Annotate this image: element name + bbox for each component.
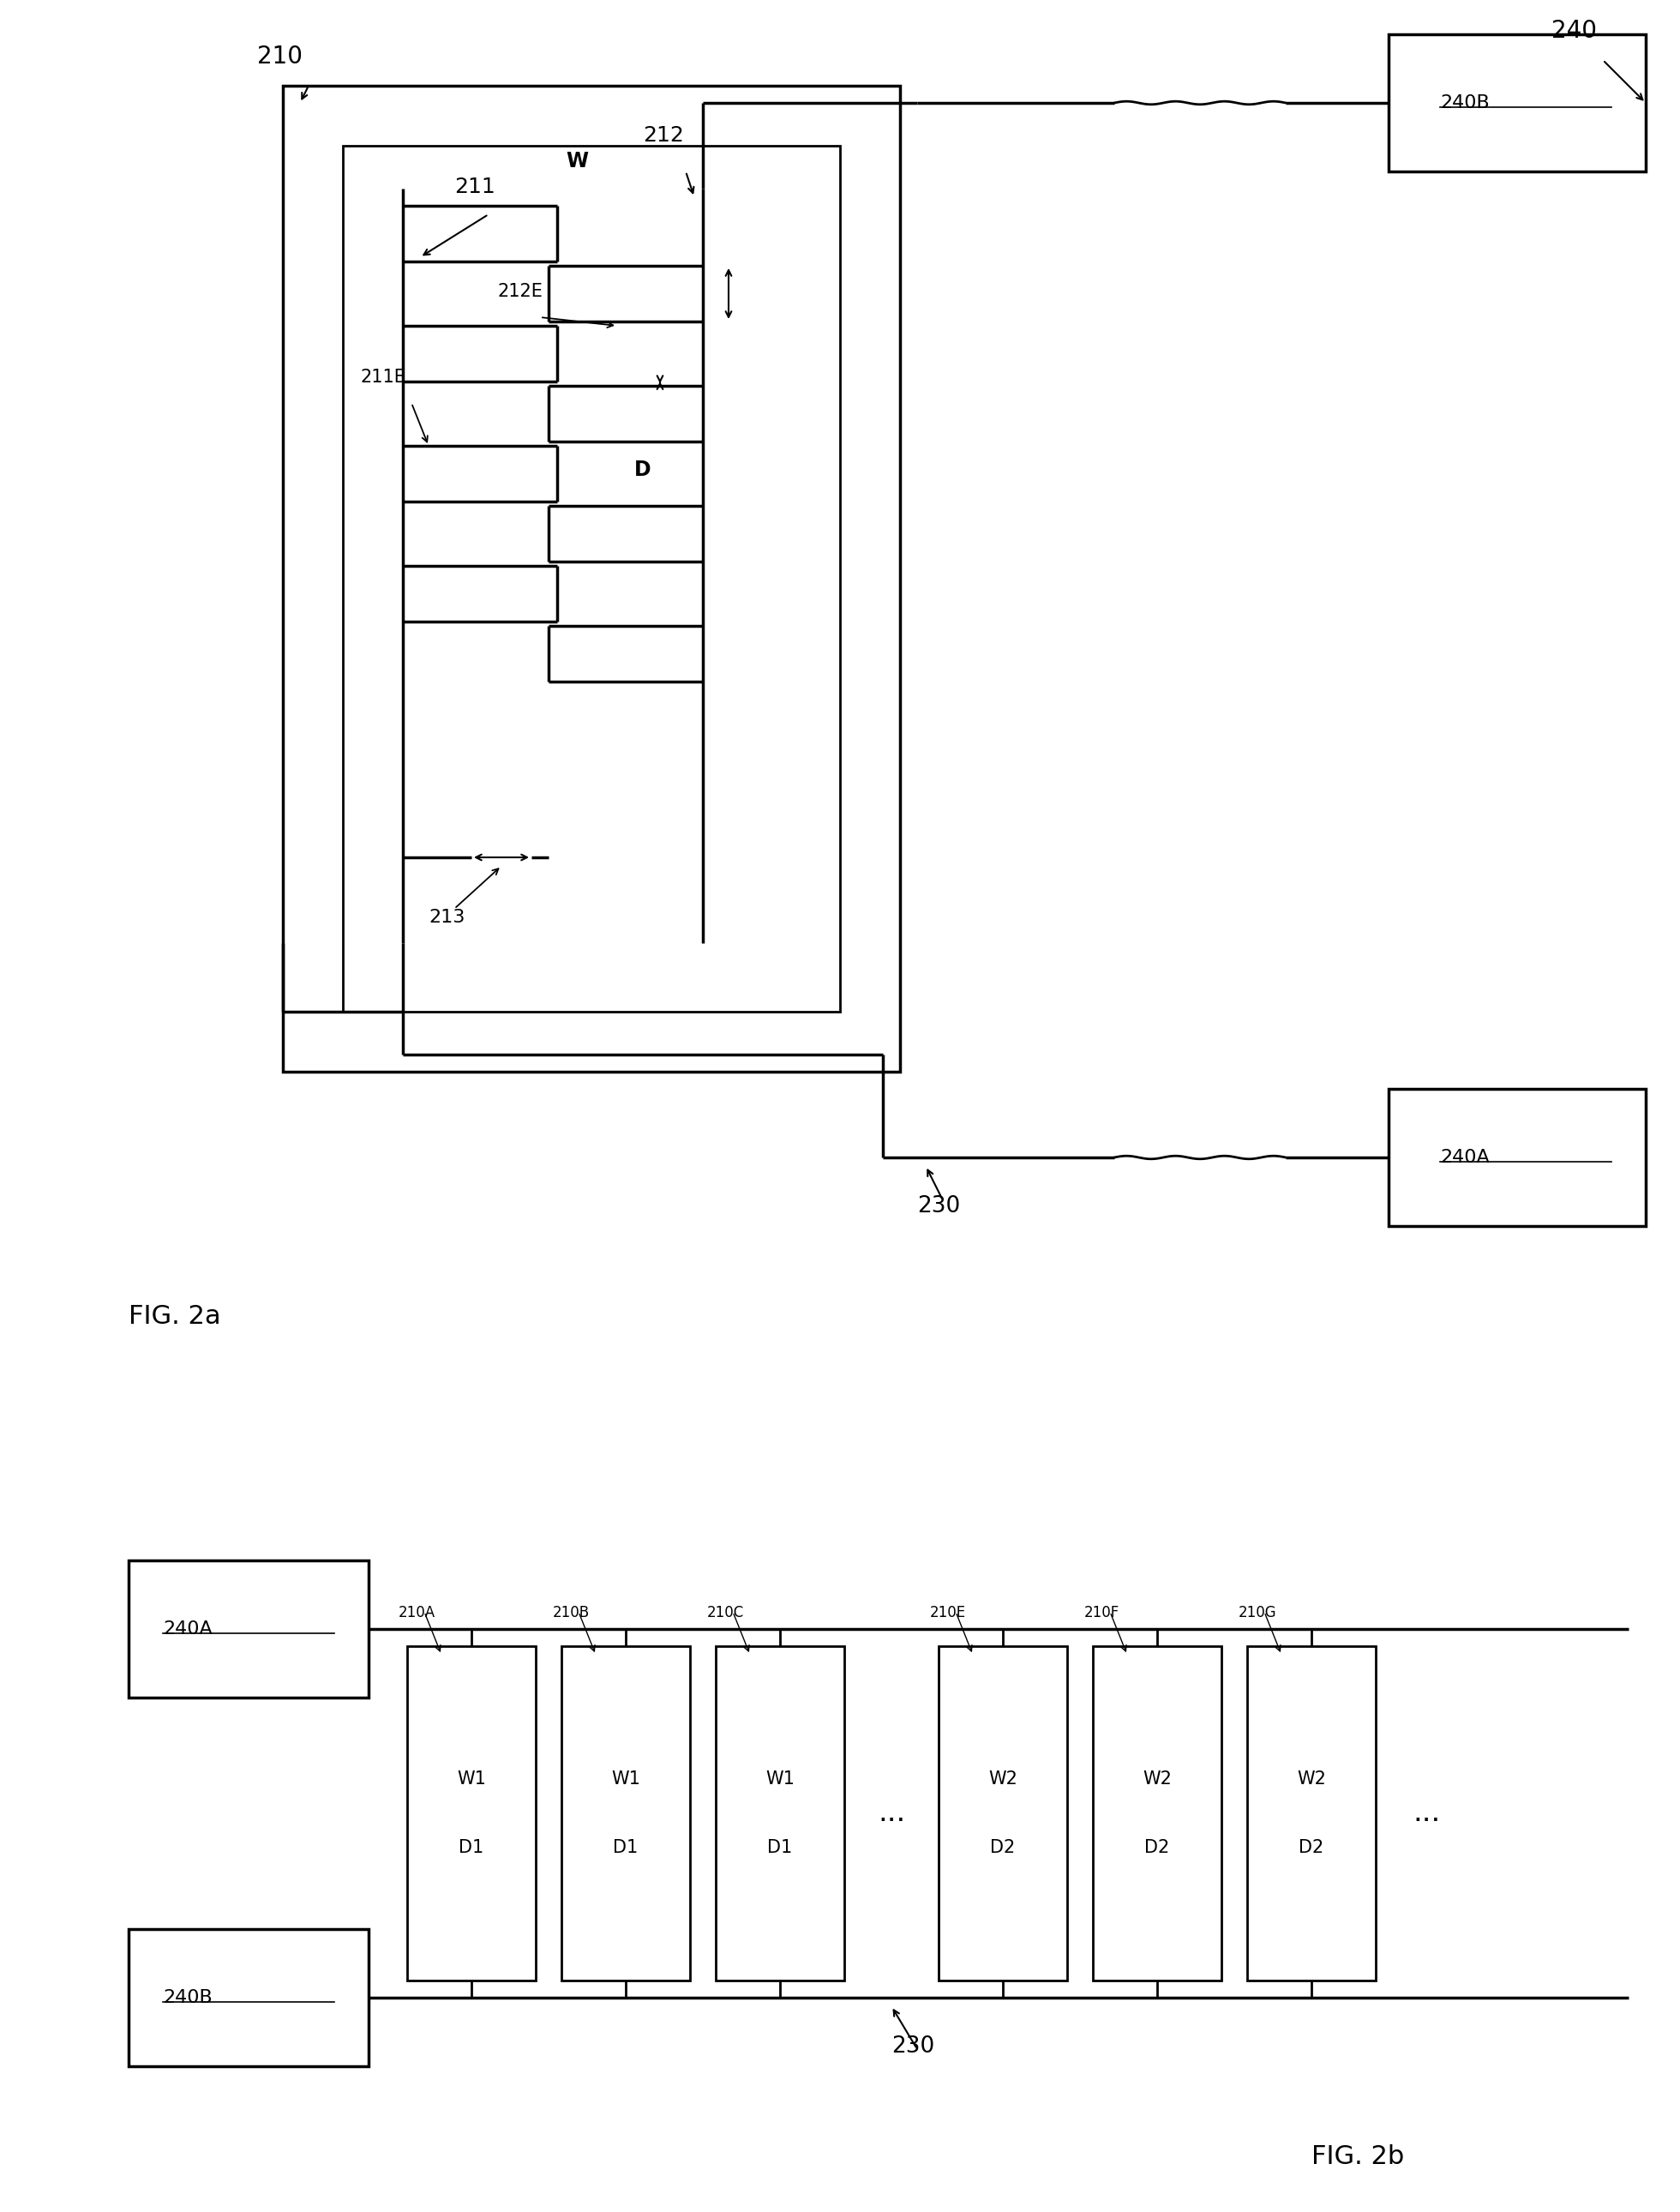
Bar [1247, 1646, 1376, 1980]
Text: 210G: 210G [1238, 1606, 1277, 1621]
Text: 210B: 210B [553, 1606, 590, 1621]
Text: W1: W1 [457, 1770, 486, 1787]
Text: W2: W2 [988, 1770, 1018, 1787]
Text: 210A: 210A [398, 1606, 435, 1621]
Text: 230: 230 [917, 1194, 961, 1217]
Text: 211E: 211E [360, 369, 405, 385]
Text: D2: D2 [990, 1838, 1015, 1856]
Text: D1: D1 [768, 1838, 793, 1856]
Text: 213: 213 [428, 909, 465, 927]
Text: ...: ... [877, 1798, 906, 1827]
Bar [282, 86, 900, 1071]
Text: 212E: 212E [497, 283, 543, 301]
Text: 210: 210 [257, 44, 302, 69]
Bar [129, 1929, 368, 2066]
Text: FIG. 2a: FIG. 2a [129, 1305, 220, 1329]
Bar [716, 1646, 845, 1980]
Text: 240: 240 [1551, 20, 1598, 42]
Text: 211: 211 [454, 177, 496, 197]
Bar [1094, 1646, 1221, 1980]
Text: FIG. 2b: FIG. 2b [1312, 2143, 1404, 2170]
Text: 212: 212 [643, 126, 684, 146]
Text: 230: 230 [892, 2035, 934, 2057]
Text: 240A: 240A [1440, 1148, 1490, 1166]
Text: W: W [566, 150, 588, 173]
Text: 210F: 210F [1084, 1606, 1119, 1621]
Text: 240B: 240B [1440, 95, 1490, 111]
Text: D2: D2 [1144, 1838, 1169, 1856]
Text: D: D [635, 460, 652, 480]
Text: 210E: 210E [931, 1606, 966, 1621]
Bar [939, 1646, 1067, 1980]
Text: W2: W2 [1142, 1770, 1171, 1787]
Text: W2: W2 [1297, 1770, 1326, 1787]
Bar [561, 1646, 690, 1980]
Text: 210C: 210C [707, 1606, 744, 1621]
Bar [129, 1559, 368, 1697]
Text: D1: D1 [613, 1838, 638, 1856]
Text: 240A: 240A [163, 1621, 212, 1637]
Text: D2: D2 [1299, 1838, 1324, 1856]
Bar [343, 146, 840, 1011]
Text: W1: W1 [766, 1770, 795, 1787]
Bar [1389, 35, 1646, 173]
Text: ...: ... [1413, 1798, 1441, 1827]
Text: W1: W1 [612, 1770, 640, 1787]
Text: D1: D1 [459, 1838, 484, 1856]
Bar [407, 1646, 536, 1980]
Text: 240B: 240B [163, 1989, 212, 2006]
Bar [1389, 1088, 1646, 1225]
